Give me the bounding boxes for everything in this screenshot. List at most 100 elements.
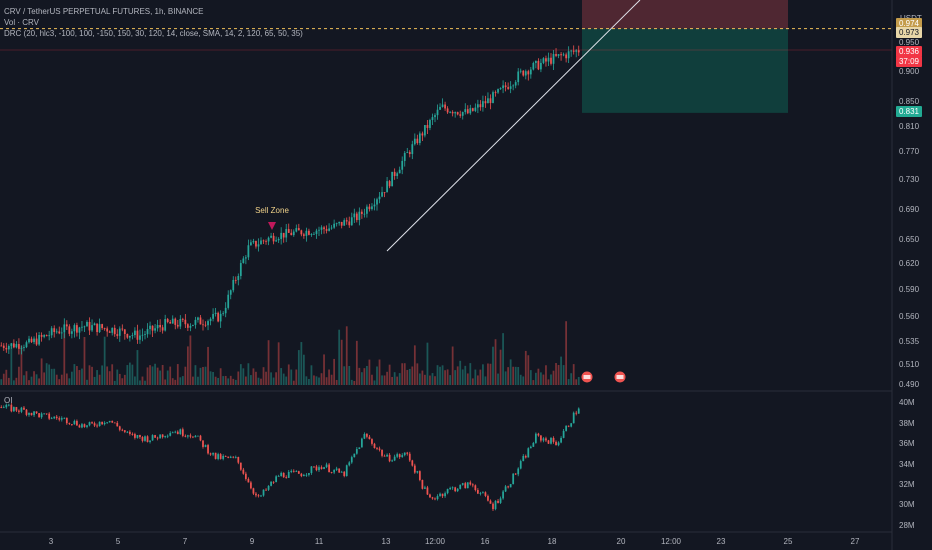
oi-body [108,420,111,423]
oi-body [519,461,522,469]
oi-body [267,485,270,490]
oi-body [408,453,411,461]
candle-body [131,335,134,336]
candle-body [499,88,502,90]
candle-body [456,112,459,115]
volume-bar [20,345,23,385]
oi-body [40,413,43,418]
oi-body [45,413,48,415]
candle-body [224,307,227,314]
oi-body [529,446,532,449]
oi-body [552,437,555,442]
volume-bar [446,369,449,385]
volume-bar [192,376,194,385]
price-tick-label: 0.900 [899,67,920,76]
candle-body [179,318,182,327]
oi-body [565,425,568,431]
volume-bar [194,365,197,385]
oi-body [0,407,3,408]
volume-bar [265,371,267,385]
oi-body [176,431,179,435]
candle-body [174,318,177,325]
volume-bar [146,367,149,385]
volume-bar [12,380,15,385]
volume-bar [106,366,109,385]
volume-bar [373,380,376,385]
risk-reward-zone[interactable] [0,0,892,113]
candle-body [383,192,386,193]
oi-body [239,462,242,470]
volume-legend[interactable]: Vol · CRV [4,18,39,27]
stop-loss-zone [582,0,788,29]
volume-bar [123,374,126,385]
volume-bar [489,363,492,385]
candle-body [272,235,275,242]
candle-body [267,237,270,242]
oi-body [302,474,305,477]
candle-body [123,329,126,334]
volume-bar [15,377,18,385]
volume-bar [134,376,136,385]
volume-bar [277,342,280,385]
event-flag-detail [583,375,591,379]
volume-bar [108,371,111,385]
candle-body [204,324,207,326]
candle-body [0,345,3,347]
volume-bar [199,367,202,385]
candle-body [93,323,96,326]
oi-body [418,471,421,480]
oi-body [386,454,388,457]
candle-body [333,223,336,228]
oi-body [81,424,83,428]
oi-body [335,468,338,470]
volume-bar [429,375,431,385]
time-tick-label: 12:00 [661,537,682,546]
volume-bar [53,368,56,385]
candle-body [161,327,164,331]
time-tick-label: 7 [183,537,188,546]
candle-body [280,232,283,239]
candle-body [2,345,5,348]
candle-body [38,334,40,345]
volume-bar [532,380,535,385]
price-tick-label: 0.650 [899,235,920,244]
oi-body [297,471,300,474]
oi-body [179,429,182,435]
candle-body [570,50,573,52]
volume-bar [111,364,114,385]
oi-body [333,469,336,473]
time-tick-label: 12:00 [425,537,446,546]
candle-body [81,326,83,328]
indicator-legend[interactable]: DRC (20, hlc3, -100, 100, -150, 150, 30,… [4,29,303,38]
candle-body [222,313,225,315]
candle-body [532,63,535,70]
oi-body [15,407,18,411]
candle-body [287,229,290,233]
volume-bar [207,346,209,385]
oi-tick-label: 38M [899,419,915,428]
oi-body [113,422,116,424]
candle-body [292,231,295,236]
volume-bar [398,373,401,385]
candle-body [149,325,151,330]
oi-body [186,435,189,437]
volume-bar [222,376,225,385]
price-tick-label: 0.850 [899,97,920,106]
oi-body [484,492,487,496]
symbol-legend[interactable]: CRV / TetherUS PERPETUAL FUTURES, 1h, BI… [4,7,204,16]
volume-bar [454,370,457,385]
candle-body [78,327,81,333]
oi-body [156,437,159,439]
candle-body [378,196,381,200]
price-tag-entry: 0.973 [896,27,922,38]
price-tick-label: 0.690 [899,205,920,214]
candle-body [141,334,144,336]
candle-body [330,227,333,229]
volume-bar [456,366,459,385]
candle-body [512,85,515,87]
time-tick-label: 27 [851,537,860,546]
oi-body [547,440,550,444]
oi-legend[interactable]: OI [4,396,13,405]
candle-body [212,313,214,319]
